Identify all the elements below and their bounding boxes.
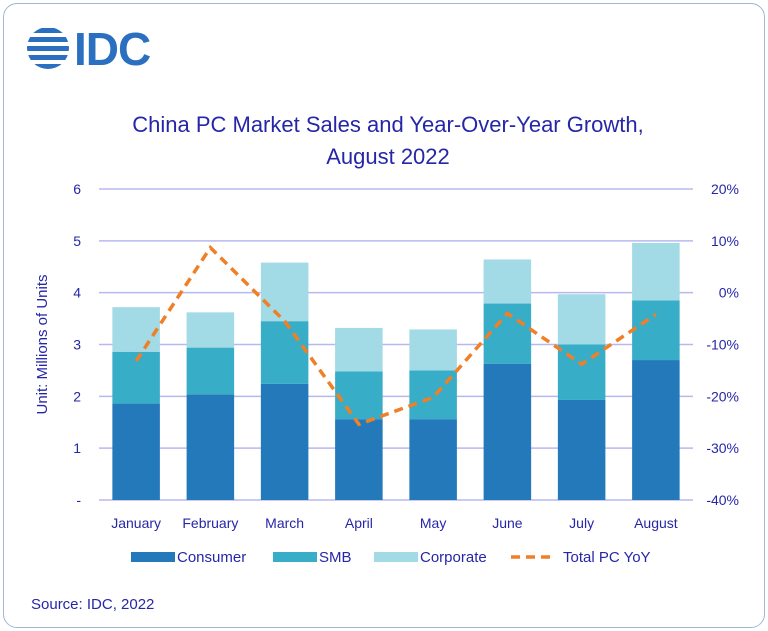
legend-label: SMB [319,549,352,566]
bar-corporate [112,307,160,352]
legend-swatch [374,552,418,562]
bar-corporate [409,329,457,371]
legend-label: Consumer [177,549,246,566]
y2-tick-label: -40% [706,492,739,508]
y-tick-label: 4 [73,285,81,301]
y-tick-label: 2 [73,388,81,404]
bar-consumer [409,419,457,500]
y2-tick-label: 10% [711,233,739,249]
bar-corporate [483,259,532,304]
y-tick-label: 5 [73,233,81,249]
x-tick-label: June [492,515,523,531]
x-tick-label: February [182,515,238,531]
legend-swatch [273,552,317,562]
y2-tick-label: 0% [719,285,739,301]
legend-label: Corporate [420,549,487,566]
bar-smb [260,321,309,384]
x-tick-label: August [634,515,678,531]
chart-plot: - -40% 1 -30% 2 -20% 3 -10% 4 0% 5 10% 6 20% Unit: Mil… [34,181,739,566]
line-total-pc-yoy [134,244,657,427]
y-tick-label: 6 [73,181,81,197]
bar-corporate [260,262,309,322]
x-tick-label: May [420,515,446,531]
y-tick-label: - [76,492,81,508]
idc-globe-logo-icon [27,28,69,69]
bar-consumer [632,360,680,500]
y2-tick-label: -10% [706,337,739,353]
bar-corporate [186,312,235,348]
x-tick-label: April [345,515,373,531]
bar-consumer [557,399,606,500]
y-tick-label: 3 [73,337,81,353]
bar-consumer [483,363,532,500]
legend-label: Total PC YoY [563,549,651,566]
y-tick-label: 1 [73,440,81,456]
chart-frame: IDC China PC Market Sales and Year-Over-… [3,3,765,628]
source-note: Source: IDC, 2022 [31,596,155,613]
legend-swatch [131,552,175,562]
idc-logo-text: IDC [74,23,151,75]
x-tick-label: January [111,515,161,531]
x-tick-label: March [265,515,304,531]
bar-consumer [186,394,235,500]
bar-smb [335,371,383,420]
chart-title-line2: August 2022 [326,144,450,169]
bar-corporate [557,294,606,345]
y2-tick-label: 20% [711,181,739,197]
bar-smb [632,300,680,361]
bar-corporate [335,327,383,372]
bar-consumer [335,419,383,500]
bar-consumer [260,383,309,500]
y2-tick-label: -30% [706,440,739,456]
bar-corporate [632,242,680,301]
y2-tick-label: -20% [706,388,739,404]
bar-smb [186,347,235,395]
chart-title-line1: China PC Market Sales and Year-Over-Year… [132,112,644,137]
x-tick-label: July [569,515,594,531]
bar-consumer [112,403,160,500]
y-axis-label: Unit: Millions of Units [34,274,51,414]
